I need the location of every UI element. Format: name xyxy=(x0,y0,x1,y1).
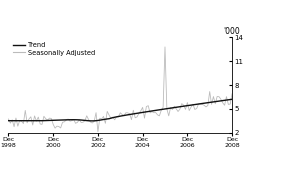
Text: '000: '000 xyxy=(224,27,241,36)
Legend: Trend, Seasonally Adjusted: Trend, Seasonally Adjusted xyxy=(12,41,97,57)
